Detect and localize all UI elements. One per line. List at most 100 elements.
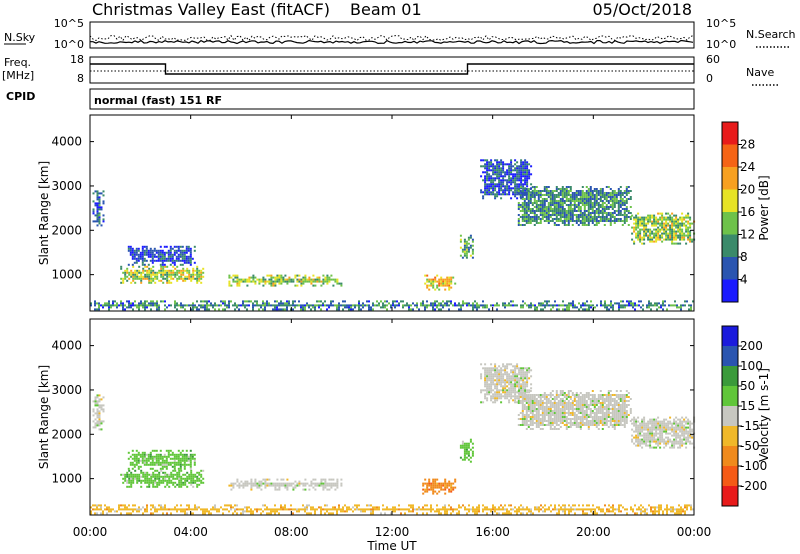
heatmap-cell xyxy=(200,300,202,303)
heatmap-cell xyxy=(557,408,560,410)
heatmap-cell xyxy=(525,422,528,424)
heatmap-cell xyxy=(607,410,610,412)
heatmap-cell xyxy=(539,210,542,212)
heatmap-cell xyxy=(176,273,179,276)
heatmap-cell xyxy=(150,281,153,284)
heatmap-cell xyxy=(571,404,574,406)
heatmap-cell xyxy=(406,302,408,305)
heatmap-cell xyxy=(262,482,265,485)
heatmap-cell xyxy=(553,422,556,424)
heatmap-cell xyxy=(168,281,171,284)
heatmap-cell xyxy=(474,300,476,303)
heatmap-cell xyxy=(545,188,548,190)
heatmap-cell xyxy=(561,404,564,406)
heatmap-cell xyxy=(181,457,184,460)
heatmap-cell xyxy=(506,381,509,384)
heatmap-cell xyxy=(599,212,602,214)
heatmap-cell xyxy=(543,394,546,396)
heatmap-cell xyxy=(533,202,536,204)
heatmap-cell xyxy=(288,280,291,283)
heatmap-cell xyxy=(149,467,152,470)
heatmap-cell xyxy=(102,214,105,217)
heatmap-cell xyxy=(525,416,528,418)
heatmap-cell xyxy=(180,269,183,272)
heatmap-cell xyxy=(533,418,536,420)
heatmap-cell xyxy=(579,190,582,192)
heatmap-cell xyxy=(597,412,600,414)
heatmap-cell xyxy=(242,302,244,305)
heatmap-cell xyxy=(587,202,590,204)
heatmap-cell xyxy=(663,218,666,221)
heatmap-cell xyxy=(635,222,638,225)
heatmap-cell xyxy=(637,232,640,235)
heatmap-cell xyxy=(234,308,236,311)
heatmap-cell xyxy=(154,477,157,480)
heatmap-cell xyxy=(549,190,552,192)
heatmap-cell xyxy=(504,391,507,394)
heatmap-cell xyxy=(519,424,522,426)
heatmap-cell xyxy=(278,280,281,283)
heatmap-cell xyxy=(623,202,626,204)
heatmap-cell xyxy=(617,220,620,222)
heatmap-cell xyxy=(579,206,582,208)
heatmap-cell xyxy=(140,479,143,482)
heatmap-cell xyxy=(348,306,350,309)
heatmap-cell xyxy=(448,286,451,289)
heatmap-cell xyxy=(496,399,499,402)
heatmap-cell xyxy=(575,210,578,212)
heatmap-cell xyxy=(488,308,490,311)
heatmap-cell xyxy=(272,308,274,311)
heatmap-cell xyxy=(98,412,101,415)
heatmap-cell xyxy=(430,482,433,485)
heatmap-cell xyxy=(573,418,576,420)
heatmap-cell xyxy=(651,224,654,227)
heatmap-cell xyxy=(537,406,540,408)
heatmap-cell xyxy=(633,216,636,219)
heatmap-cell xyxy=(200,281,203,284)
heatmap-cell xyxy=(565,210,568,212)
heatmap-cell xyxy=(494,167,497,170)
heatmap-cell xyxy=(502,395,505,398)
heatmap-cell xyxy=(563,396,566,398)
heatmap-cell xyxy=(181,263,184,266)
heatmap-cell xyxy=(665,228,668,231)
heatmap-cell xyxy=(428,480,431,483)
heatmap-cell xyxy=(561,202,564,204)
heatmap-cell xyxy=(169,453,172,456)
heatmap-cell xyxy=(605,212,608,214)
heatmap-cell xyxy=(516,304,518,307)
heatmap-cell xyxy=(296,274,299,277)
heatmap-cell xyxy=(416,306,418,309)
heatmap-cell xyxy=(504,393,507,396)
heatmap-cell xyxy=(193,249,196,252)
heatmap-cell xyxy=(486,389,489,392)
heatmap-cell xyxy=(132,475,135,478)
heatmap-cell xyxy=(175,251,178,254)
heatmap-cell xyxy=(202,271,205,274)
heatmap-cell xyxy=(469,448,472,451)
heatmap-cell xyxy=(577,214,580,216)
heatmap-cell xyxy=(132,265,135,268)
heatmap-cell xyxy=(581,216,584,218)
heatmap-cell xyxy=(591,396,594,398)
heatmap-cell xyxy=(589,420,592,422)
heatmap-cell xyxy=(184,277,187,280)
heatmap-cell xyxy=(278,302,280,305)
heatmap-cell xyxy=(573,400,576,402)
heatmap-cell xyxy=(583,210,586,212)
heatmap-cell xyxy=(540,302,542,305)
heatmap-cell xyxy=(154,275,157,278)
heatmap-cell xyxy=(529,218,532,220)
heatmap-cell xyxy=(146,273,149,276)
heatmap-cell xyxy=(170,273,173,276)
heatmap-cell xyxy=(583,208,586,210)
heatmap-cell xyxy=(96,408,99,411)
heatmap-cell xyxy=(595,418,598,420)
heatmap-cell xyxy=(140,271,143,274)
heatmap-cell xyxy=(172,265,175,268)
heatmap-cell xyxy=(159,257,162,260)
heatmap-cell xyxy=(518,367,521,370)
heatmap-cell xyxy=(617,408,620,410)
heatmap-cell xyxy=(529,398,532,400)
heatmap-cell xyxy=(182,473,185,476)
